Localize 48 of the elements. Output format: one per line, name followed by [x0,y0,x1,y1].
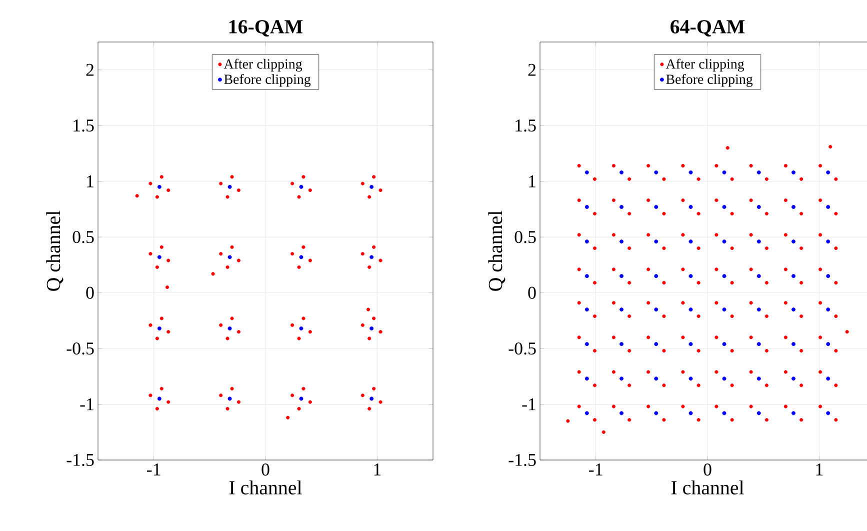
point [157,396,162,401]
x-axis-title: I channel [229,480,302,494]
point [228,255,232,260]
y-tick-label: 2 [86,64,94,76]
y-tick-label: 0 [528,286,536,299]
point [299,184,304,189]
x-axis-title: I channel [671,480,744,494]
point [157,184,162,189]
x-tick-label: -1 [147,464,160,476]
y-tick-label: 1.5 [74,120,94,132]
point [370,326,374,330]
y-tick-label: -1.5 [508,454,536,466]
point [299,396,304,401]
x-tick-label: -1 [589,464,602,476]
point [370,184,374,189]
legend-label: After clipping [224,58,302,72]
y-tick-label: -0.5 [66,342,94,355]
y-axis-title: Q channel [488,210,506,291]
y-tick-label: -1 [522,398,536,410]
legend-label: Before clipping [666,74,753,87]
x-tick-label: 0 [262,464,270,476]
legend-label: After clipping [666,58,744,72]
y-tick-label: 0.5 [514,230,536,244]
x-tick-label: 1 [374,464,381,476]
point [228,396,232,401]
y-axis-title: Q channel [46,210,64,291]
y-tick-label: -0.5 [508,342,536,355]
point [228,326,232,330]
point [157,326,162,330]
x-tick-label: 1 [816,464,823,476]
point [299,255,304,260]
y-tick-label: 1 [529,175,536,188]
y-tick-label: 2 [528,64,536,76]
point [228,184,232,189]
legend-label: Before clipping [224,74,311,87]
y-tick-label: 0.5 [72,230,94,244]
point [299,326,304,330]
x-tick-label: 0 [704,464,712,476]
y-tick-label: -1 [80,398,94,410]
y-tick-label: -1.5 [66,454,94,466]
y-tick-label: 1 [87,175,94,188]
point [370,255,374,260]
chart-title: 64-QAM [670,20,745,36]
chart-title: 16-QAM [229,20,303,36]
point [370,396,374,401]
y-tick-label: 0 [86,286,94,299]
point [157,255,162,260]
y-tick-label: 1.5 [516,120,536,132]
